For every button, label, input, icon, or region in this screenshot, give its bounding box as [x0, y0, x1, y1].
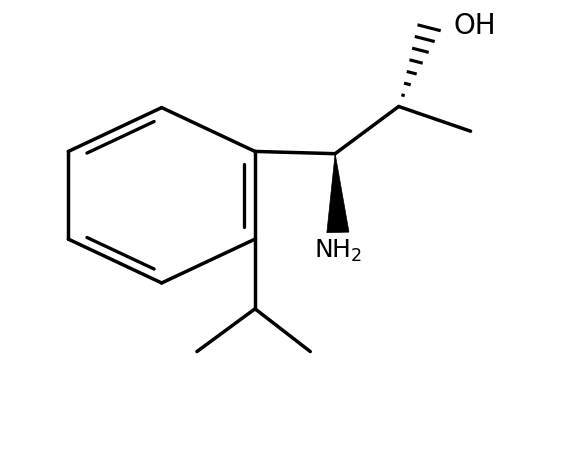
Text: OH: OH: [454, 11, 496, 39]
Polygon shape: [327, 154, 349, 233]
Text: NH$_2$: NH$_2$: [314, 238, 362, 264]
